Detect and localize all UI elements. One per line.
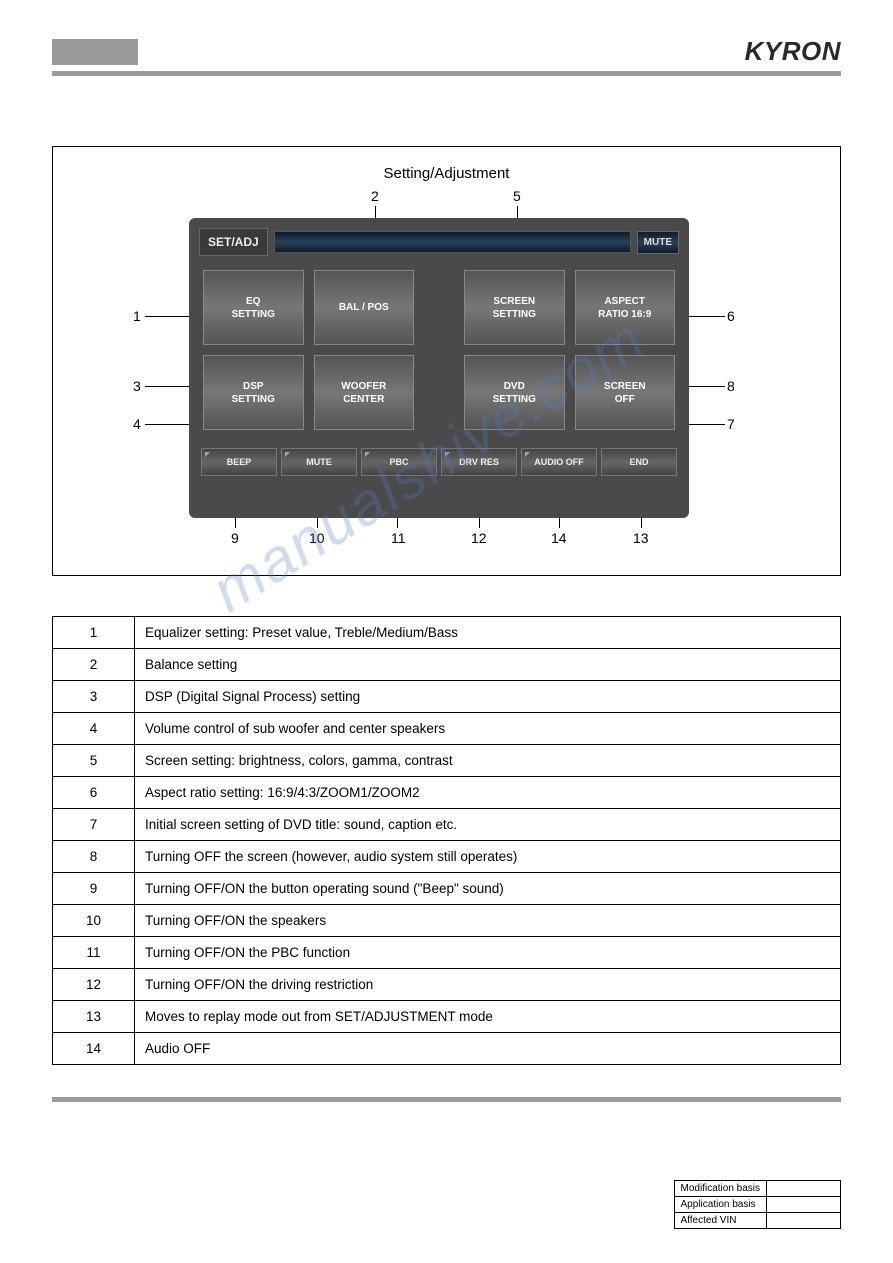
footer-label: Modification basis — [674, 1181, 766, 1197]
table-row: 6Aspect ratio setting: 16:9/4:3/ZOOM1/ZO… — [53, 777, 841, 809]
desc-text: Turning OFF/ON the button operating soun… — [135, 873, 841, 905]
desc-text: Screen setting: brightness, colors, gamm… — [135, 745, 841, 777]
screen-off-button[interactable]: SCREEN OFF — [575, 355, 676, 430]
eq-setting-button[interactable]: EQ SETTING — [203, 270, 304, 345]
callout-7: 7 — [727, 416, 735, 432]
table-row: 13Moves to replay mode out from SET/ADJU… — [53, 1001, 841, 1033]
desc-text: Volume control of sub woofer and center … — [135, 713, 841, 745]
menu-grid: EQ SETTING BAL / POS SCREEN SETTING ASPE… — [199, 270, 679, 430]
callout-line — [683, 316, 725, 317]
desc-number: 5 — [53, 745, 135, 777]
desc-text: Turning OFF/ON the PBC function — [135, 937, 841, 969]
table-row: 8Turning OFF the screen (however, audio … — [53, 841, 841, 873]
bottom-button-row: BEEP MUTE PBC DRV RES AUDIO OFF END — [199, 448, 679, 476]
description-table: 1Equalizer setting: Preset value, Treble… — [52, 616, 841, 1065]
desc-number: 9 — [53, 873, 135, 905]
footer-label: Affected VIN — [674, 1213, 766, 1229]
callout-3: 3 — [133, 378, 141, 394]
brand-logo: KYRON — [745, 36, 841, 67]
callout-10: 10 — [309, 530, 325, 546]
mute-indicator[interactable]: MUTE — [637, 231, 679, 254]
desc-number: 14 — [53, 1033, 135, 1065]
table-row: 5Screen setting: brightness, colors, gam… — [53, 745, 841, 777]
table-row: Application basis — [674, 1197, 840, 1213]
audio-off-button[interactable]: AUDIO OFF — [521, 448, 597, 476]
top-divider — [52, 71, 841, 76]
desc-text: Initial screen setting of DVD title: sou… — [135, 809, 841, 841]
footer-value — [767, 1197, 841, 1213]
diagram-title: Setting/Adjustment — [93, 165, 800, 182]
table-row: 1Equalizer setting: Preset value, Treble… — [53, 617, 841, 649]
dvd-setting-button[interactable]: DVD SETTING — [464, 355, 565, 430]
desc-text: Turning OFF the screen (however, audio s… — [135, 841, 841, 873]
desc-text: Turning OFF/ON the speakers — [135, 905, 841, 937]
diagram-area: 2 5 1 3 4 6 8 7 9 10 11 12 14 13 — [93, 188, 800, 548]
header-gray-block — [52, 39, 138, 65]
callout-12: 12 — [471, 530, 487, 546]
dsp-setting-button[interactable]: DSP SETTING — [203, 355, 304, 430]
callout-11: 11 — [391, 530, 406, 546]
pbc-button[interactable]: PBC — [361, 448, 437, 476]
desc-number: 3 — [53, 681, 135, 713]
table-row: Modification basis — [674, 1181, 840, 1197]
callout-1: 1 — [133, 308, 141, 324]
callout-6: 6 — [727, 308, 735, 324]
desc-number: 11 — [53, 937, 135, 969]
table-row: 14Audio OFF — [53, 1033, 841, 1065]
callout-4: 4 — [133, 416, 141, 432]
desc-number: 10 — [53, 905, 135, 937]
callout-9: 9 — [231, 530, 239, 546]
footer-value — [767, 1213, 841, 1229]
device-screen: SET/ADJ MUTE EQ SETTING BAL / POS SCREEN… — [189, 218, 689, 518]
callout-line — [683, 386, 725, 387]
screen-setting-button[interactable]: SCREEN SETTING — [464, 270, 565, 345]
desc-text: Moves to replay mode out from SET/ADJUST… — [135, 1001, 841, 1033]
diagram-container: Setting/Adjustment 2 5 1 3 4 6 8 7 9 10 … — [52, 146, 841, 576]
desc-number: 7 — [53, 809, 135, 841]
desc-number: 1 — [53, 617, 135, 649]
drv-res-button[interactable]: DRV RES — [441, 448, 517, 476]
bottom-divider — [52, 1097, 841, 1102]
table-row: 7Initial screen setting of DVD title: so… — [53, 809, 841, 841]
set-adj-label[interactable]: SET/ADJ — [199, 228, 268, 256]
desc-text: Equalizer setting: Preset value, Treble/… — [135, 617, 841, 649]
desc-number: 12 — [53, 969, 135, 1001]
end-button[interactable]: END — [601, 448, 677, 476]
table-row: 9Turning OFF/ON the button operating sou… — [53, 873, 841, 905]
table-row: 2Balance setting — [53, 649, 841, 681]
desc-text: DSP (Digital Signal Process) setting — [135, 681, 841, 713]
callout-5: 5 — [513, 188, 521, 204]
desc-number: 4 — [53, 713, 135, 745]
page-header: KYRON — [52, 36, 841, 67]
table-row: 10Turning OFF/ON the speakers — [53, 905, 841, 937]
desc-number: 6 — [53, 777, 135, 809]
callout-13: 13 — [633, 530, 649, 546]
callout-2: 2 — [371, 188, 379, 204]
beep-button[interactable]: BEEP — [201, 448, 277, 476]
footer-label: Application basis — [674, 1197, 766, 1213]
desc-text: Audio OFF — [135, 1033, 841, 1065]
callout-8: 8 — [727, 378, 735, 394]
device-header: SET/ADJ MUTE — [199, 228, 679, 256]
footer-value — [767, 1181, 841, 1197]
callout-14: 14 — [551, 530, 567, 546]
table-row: 3DSP (Digital Signal Process) setting — [53, 681, 841, 713]
desc-number: 2 — [53, 649, 135, 681]
table-row: 12Turning OFF/ON the driving restriction — [53, 969, 841, 1001]
table-row: 11Turning OFF/ON the PBC function — [53, 937, 841, 969]
desc-text: Turning OFF/ON the driving restriction — [135, 969, 841, 1001]
desc-text: Balance setting — [135, 649, 841, 681]
mute-button[interactable]: MUTE — [281, 448, 357, 476]
footer-table: Modification basis Application basis Aff… — [674, 1180, 841, 1229]
desc-number: 13 — [53, 1001, 135, 1033]
aspect-ratio-button[interactable]: ASPECT RATIO 16:9 — [575, 270, 676, 345]
desc-text: Aspect ratio setting: 16:9/4:3/ZOOM1/ZOO… — [135, 777, 841, 809]
table-row: Affected VIN — [674, 1213, 840, 1229]
woofer-center-button[interactable]: WOOFER CENTER — [314, 355, 415, 430]
desc-number: 8 — [53, 841, 135, 873]
device-title-bar — [274, 231, 631, 253]
bal-pos-button[interactable]: BAL / POS — [314, 270, 415, 345]
table-row: 4Volume control of sub woofer and center… — [53, 713, 841, 745]
